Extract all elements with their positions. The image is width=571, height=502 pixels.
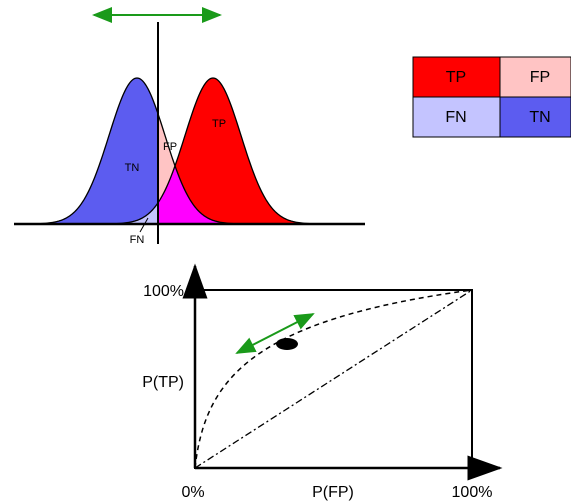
negative-curve: [29, 77, 251, 225]
y-axis-label: P(TP): [142, 374, 184, 391]
x-end-label: 100%: [452, 484, 493, 501]
tp-label: TP: [212, 118, 226, 130]
roc: 100% P(TP) 0% P(FP) 100%: [142, 263, 503, 501]
distributions: [29, 77, 321, 225]
positive-curve: [109, 77, 321, 225]
fn-area: [100, 202, 158, 224]
operating-point: [276, 338, 298, 350]
x-axis-label: P(FP): [312, 484, 354, 501]
cell-text: FP: [530, 69, 550, 86]
fp-label: FP: [163, 141, 177, 153]
fn-pointer: [139, 217, 149, 233]
y-top-label: 100%: [143, 283, 184, 300]
tn-label: TN: [125, 162, 140, 174]
cell: [499, 56, 571, 98]
fn-label: FN: [130, 234, 145, 246]
diagonal: [194, 289, 473, 469]
point-arrow: [235, 313, 315, 354]
tp-area: [158, 78, 320, 224]
cell-text: TN: [529, 109, 550, 126]
cell-text: TP: [446, 69, 466, 86]
confusion-table: TP FP FN TN: [412, 56, 571, 138]
roc-curve: [194, 289, 473, 469]
tn-area: [30, 78, 158, 224]
x-start-label: 0%: [181, 484, 204, 501]
cell-text: FN: [445, 109, 466, 126]
cell: [412, 56, 501, 98]
overlap-area: [158, 165, 250, 224]
cell: [412, 96, 501, 138]
cell: [499, 96, 571, 138]
